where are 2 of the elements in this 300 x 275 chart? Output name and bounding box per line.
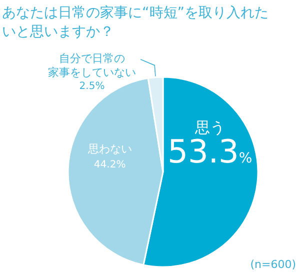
annotation: (n=600)	[250, 258, 296, 271]
title: あなたは日常の家事に“時短”を取り入れたいと思いますか？	[2, 5, 269, 40]
